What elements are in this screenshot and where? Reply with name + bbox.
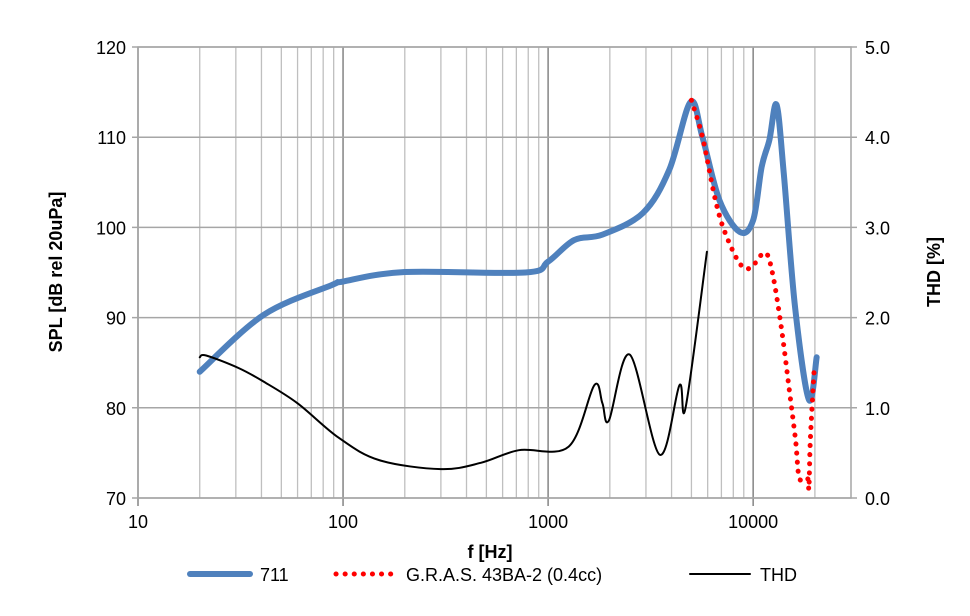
y-tick-label: 70 [106,489,126,509]
x-tick-label: 10000 [728,512,778,532]
x-axis-label: f [Hz] [468,542,513,562]
y2-tick-label: 5.0 [865,38,890,58]
y-tick-label: 110 [97,128,126,148]
y-tick-label: 90 [106,309,126,329]
y2-tick-label: 0.0 [865,489,890,509]
legend-label-2: G.R.A.S. 43BA-2 (0.4cc) [406,565,602,585]
tick-labels: 10 100 1000 10000 70 80 90 100 110 120 0.0 1.0 2.0 3.… [96,38,890,532]
legend-label-3: THD [760,565,797,585]
y-tick-label: 120 [96,38,126,58]
series-line-3 [198,250,708,471]
plot-frame [137,46,852,499]
x-tick-label: 100 [328,512,358,532]
y-axis-label: SPL [dB rel 20uPa] [46,192,66,353]
y2-tick-label: 2.0 [865,309,890,329]
y-tick-label: 100 [96,218,126,238]
legend-label-1: 711 [260,565,289,585]
legend: 711 G.R.A.S. 43BA-2 (0.4cc) THD [187,565,797,585]
series-line-2 [688,97,817,493]
y-tick-label: 80 [106,399,126,419]
series-line-1 [196,98,820,404]
series-group [196,97,820,493]
y2-tick-label: 4.0 [865,128,890,148]
x-tick-label: 10 [128,512,148,532]
y2-tick-label: 1.0 [865,399,890,419]
y2-axis-label: THD [%] [924,237,944,307]
grid [132,46,857,506]
y2-tick-label: 3.0 [865,218,890,238]
x-tick-label: 1000 [528,512,568,532]
